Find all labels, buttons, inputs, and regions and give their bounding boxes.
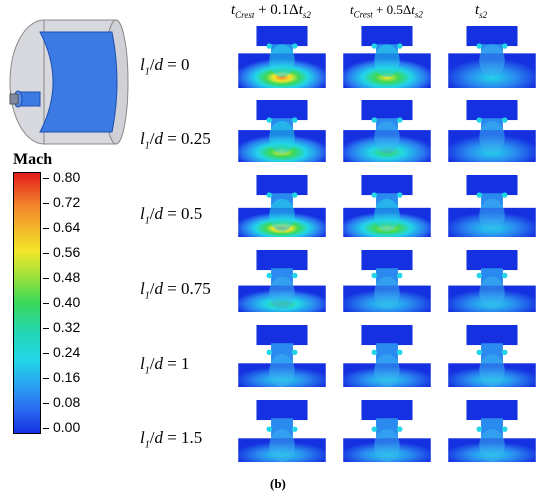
- legend-tick: [43, 428, 49, 429]
- legend-tick: [43, 253, 49, 254]
- legend-tick: [43, 178, 49, 179]
- legend-tick: [43, 403, 49, 404]
- mach-contour-panel: [343, 26, 431, 88]
- legend-tick-label: 0.56: [53, 244, 81, 260]
- mach-colorbar: [13, 172, 41, 434]
- row-label-5: l1/d = 1: [140, 354, 190, 377]
- legend-tick-label: 0.24: [53, 344, 81, 360]
- legend-tick-label: 0.08: [53, 394, 81, 410]
- mach-contour-panel: [448, 26, 536, 88]
- legend-tick: [43, 278, 49, 279]
- mach-contour-panel: [343, 400, 431, 462]
- mach-contour-panel: [238, 250, 326, 312]
- legend-tick: [43, 303, 49, 304]
- legend-tick-label: 0.32: [53, 319, 81, 335]
- mach-contour-panel: [343, 100, 431, 162]
- mach-contour-panel: [343, 175, 431, 237]
- row-label-6: l1/d = 1.5: [140, 428, 203, 451]
- legend-tick-label: 0.48: [53, 269, 81, 285]
- legend-tick-label: 0.00: [53, 419, 81, 435]
- mach-contour-panel: [238, 26, 326, 88]
- row-label-1: l1/d = 0: [140, 55, 190, 78]
- mach-contour-panel: [448, 250, 536, 312]
- row-label-2: l1/d = 0.25: [140, 129, 211, 152]
- row-label-4: l1/d = 0.75: [140, 279, 211, 302]
- column-header-1: tCrest + 0.1Δts2: [231, 2, 311, 20]
- legend-tick-label: 0.16: [53, 369, 81, 385]
- mach-contour-panel: [343, 250, 431, 312]
- legend-tick: [43, 378, 49, 379]
- legend-tick-label: 0.80: [53, 169, 81, 185]
- column-header-2: tCrest + 0.5Δts2: [350, 2, 423, 20]
- legend-tick-label: 0.72: [53, 194, 81, 210]
- mach-contour-panel: [448, 325, 536, 387]
- legend-tick: [43, 203, 49, 204]
- mach-contour-panel: [238, 175, 326, 237]
- legend-tick: [43, 228, 49, 229]
- column-header-3: ts2: [475, 2, 488, 20]
- row-label-3: l1/d = 0.5: [140, 204, 203, 227]
- legend-tick: [43, 328, 49, 329]
- mach-contour-panel: [448, 400, 536, 462]
- mach-contour-panel: [448, 100, 536, 162]
- subfigure-label: (b): [270, 476, 286, 491]
- mach-contour-panel: [238, 400, 326, 462]
- legend-tick-label: 0.40: [53, 294, 81, 310]
- legend-tick: [43, 353, 49, 354]
- mach-contour-panel: [343, 325, 431, 387]
- mach-contour-panel: [238, 325, 326, 387]
- mach-contour-panel: [238, 100, 326, 162]
- legend-title: Mach: [13, 151, 53, 168]
- legend-tick-label: 0.64: [53, 219, 81, 235]
- mach-contour-panel: [448, 175, 536, 237]
- model-illustration: [4, 6, 130, 146]
